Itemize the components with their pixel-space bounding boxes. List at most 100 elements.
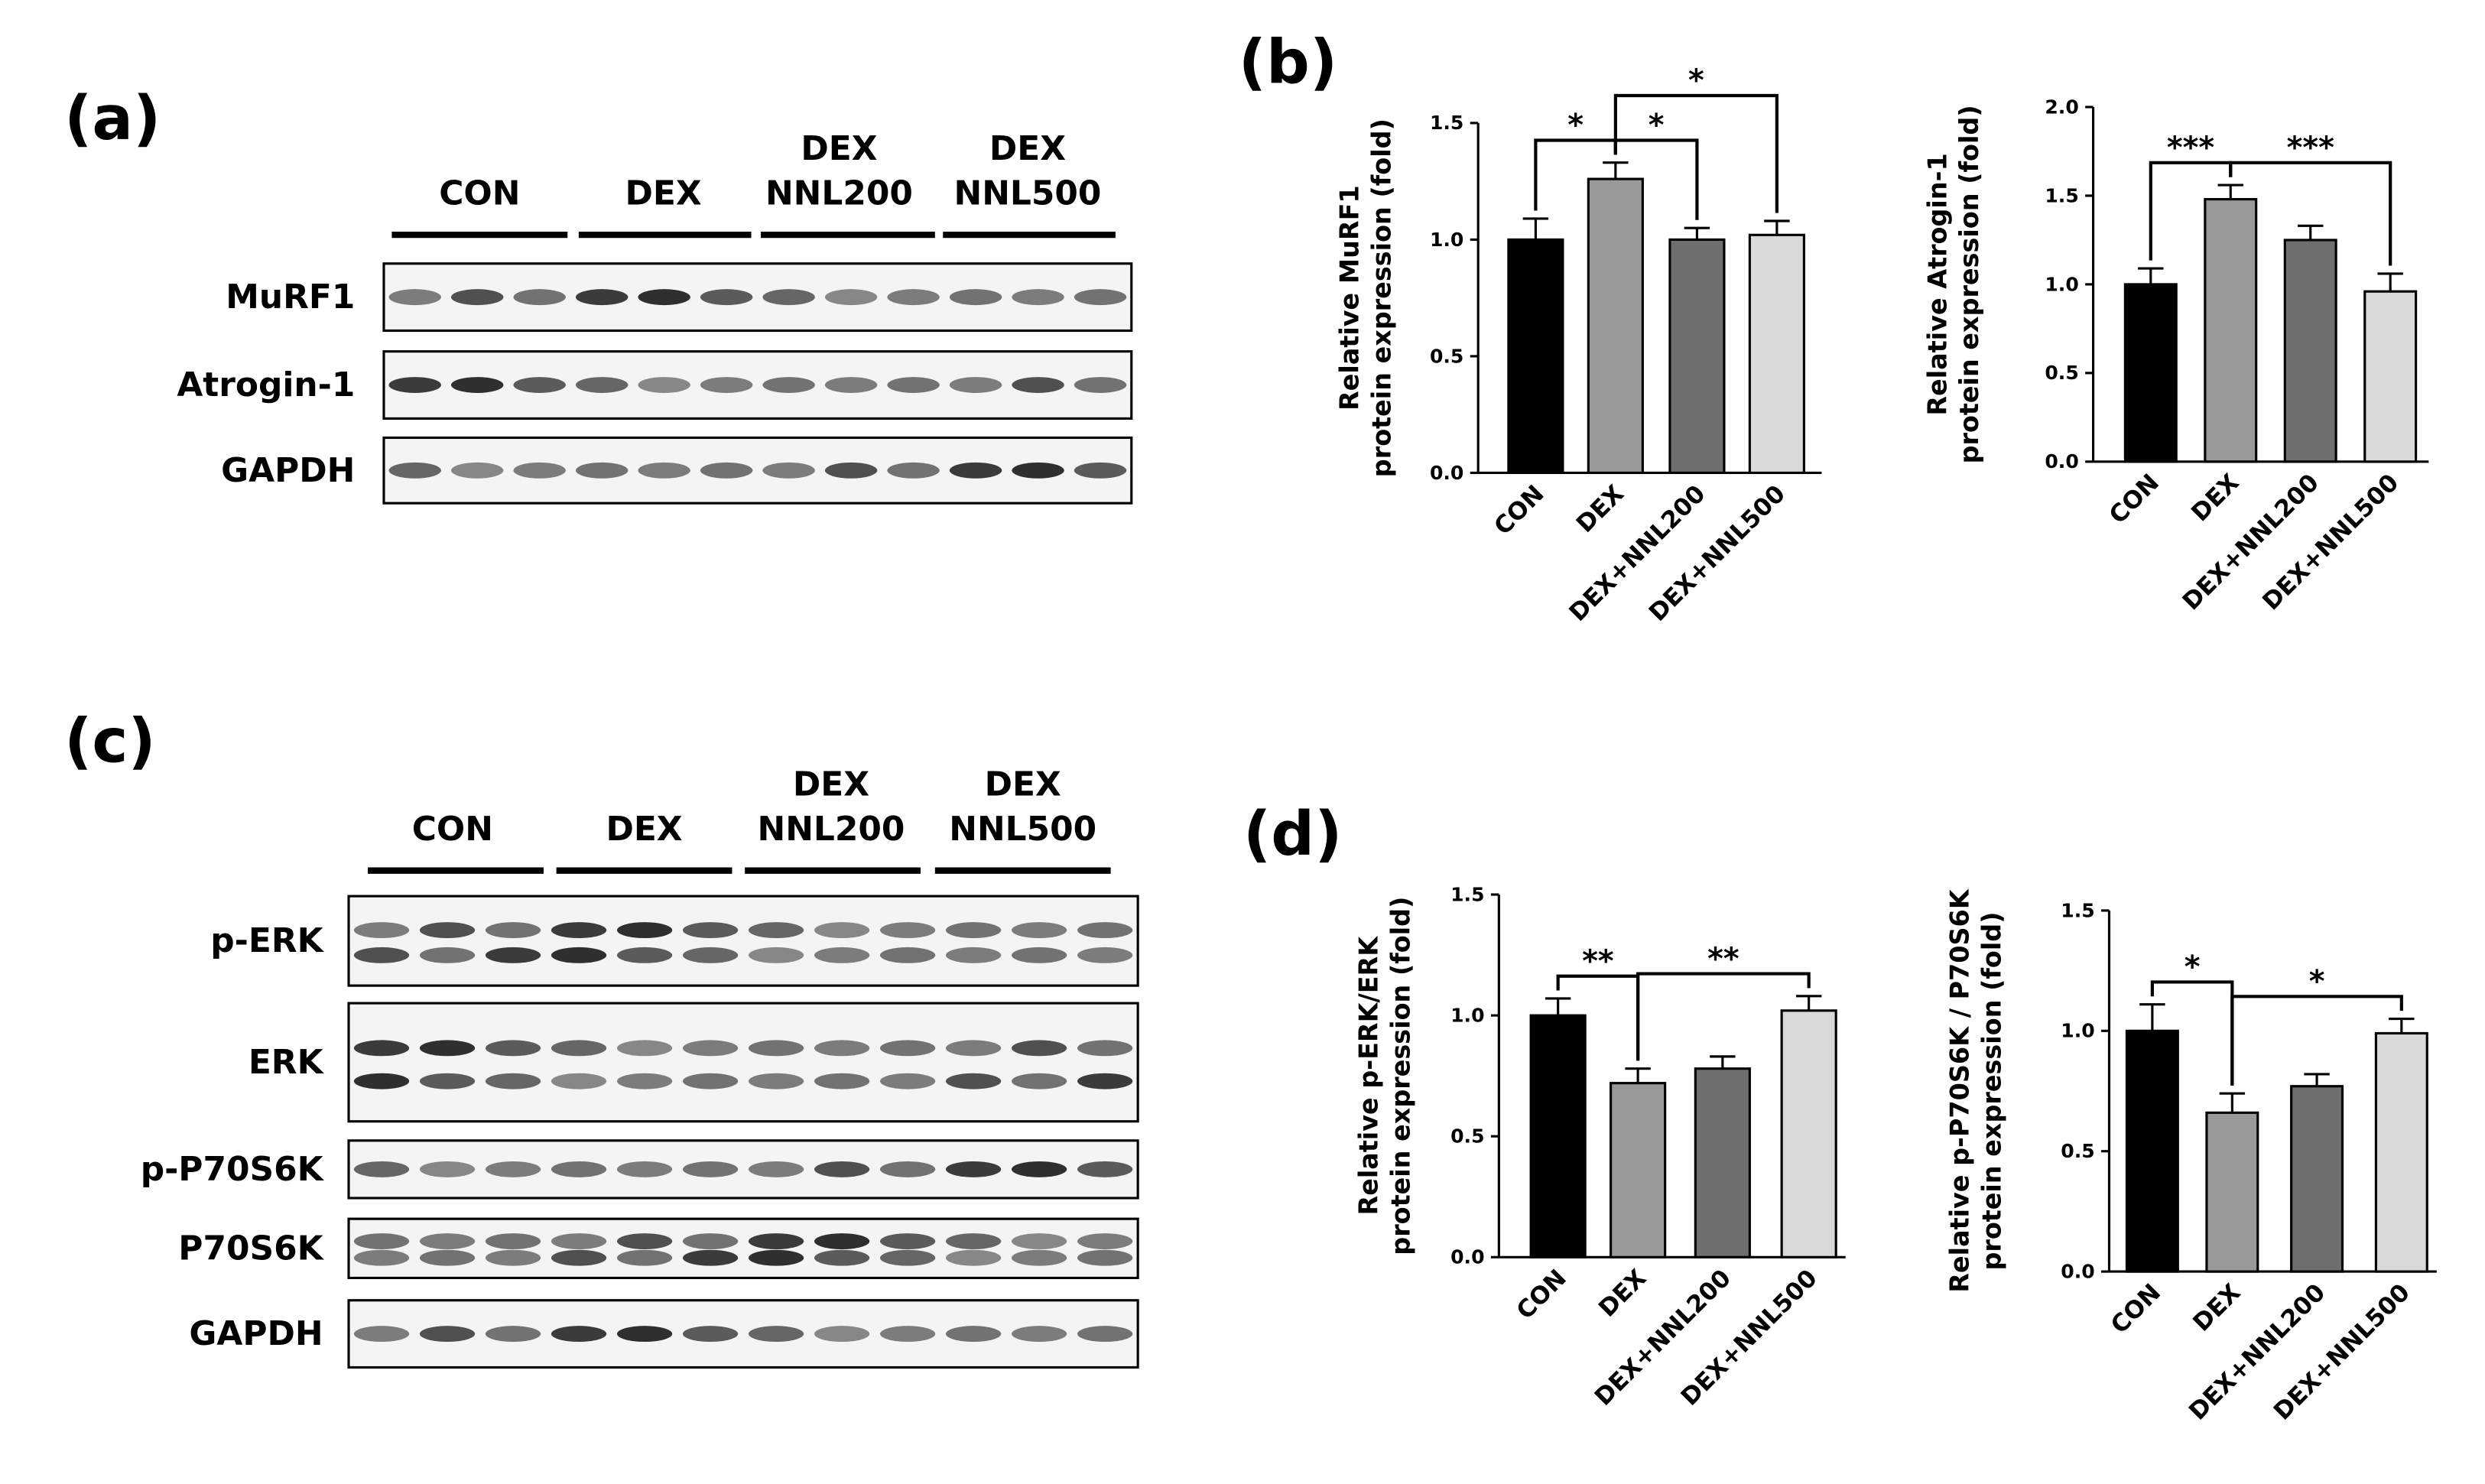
- x-tick-label: CON: [1512, 1265, 1572, 1325]
- blot-band: [1012, 947, 1067, 963]
- blot-band: [353, 947, 410, 963]
- significance-label: *: [1649, 108, 1665, 143]
- blot-band: [887, 377, 940, 393]
- error-bar: [2298, 224, 2324, 240]
- blot-band: [945, 1326, 1002, 1343]
- y-axis-label: Relative MuRF1: [1334, 185, 1364, 411]
- blot-band: [513, 289, 566, 306]
- blot-band: [1012, 1326, 1067, 1343]
- blot-band: [419, 1040, 476, 1057]
- blot-band: [551, 1326, 607, 1343]
- significance-label: **: [1707, 941, 1740, 976]
- blot-band: [879, 1249, 936, 1266]
- blot-band: [419, 922, 476, 939]
- blot-band: [1012, 462, 1064, 479]
- blot-band: [682, 1040, 739, 1057]
- significance-bracket: [1613, 93, 1778, 213]
- significance-bracket: [2230, 995, 2403, 1086]
- blot-band: [353, 1040, 410, 1057]
- bar: [1748, 233, 1805, 475]
- blot-band: [353, 1233, 410, 1249]
- blot-band: [682, 922, 739, 939]
- y-axis-label: protein expression (fold): [1954, 105, 1984, 463]
- blot-band: [1077, 922, 1133, 939]
- blot-frame: [347, 1299, 1139, 1369]
- blot-band: [485, 1073, 541, 1089]
- blot-band: [682, 1326, 739, 1343]
- blot-frame: [382, 262, 1133, 333]
- significance-label: *: [2185, 950, 2201, 985]
- row-label: MuRF1: [226, 278, 355, 317]
- blot-band: [887, 289, 940, 306]
- bar: [2363, 290, 2418, 463]
- blot-band: [682, 1161, 739, 1177]
- blot-band: [879, 1040, 936, 1057]
- error-bar: [2377, 272, 2403, 292]
- row-label: GAPDH: [189, 1314, 323, 1353]
- blot-band: [616, 1161, 673, 1177]
- blot-band: [1077, 1233, 1133, 1249]
- y-tick-label: 1.0: [1450, 1004, 1484, 1026]
- group-label: NNL500: [949, 810, 1096, 849]
- y-axis-label: protein expression (fold): [1977, 911, 2006, 1270]
- blot-band: [945, 1073, 1002, 1089]
- blot-band: [1074, 377, 1127, 393]
- blot-band: [682, 947, 739, 963]
- bar: [2374, 1031, 2428, 1273]
- blot-band: [1012, 289, 1064, 306]
- blot-band: [353, 1073, 410, 1089]
- blot-band: [945, 947, 1002, 963]
- blot-band: [485, 947, 541, 963]
- blot-band: [1012, 1233, 1067, 1249]
- blot-band: [879, 1161, 936, 1177]
- blot-band: [1077, 1073, 1133, 1089]
- blot-band: [1077, 1249, 1133, 1266]
- bar: [2204, 198, 2258, 463]
- y-axis-label: Relative p-P70S6K / P70S6K: [1945, 888, 1975, 1293]
- blot-band: [419, 947, 476, 963]
- x-tick-label: DEX: [1593, 1265, 1652, 1323]
- group-label: DEX: [793, 765, 869, 804]
- blot-frame: [382, 350, 1133, 420]
- panel-label: (d): [1243, 798, 1342, 869]
- blot-band: [485, 1326, 541, 1343]
- significance-label: **: [1582, 943, 1614, 979]
- blot-band: [616, 1249, 673, 1266]
- blot-band: [353, 922, 410, 939]
- blot-band: [762, 289, 815, 306]
- blot-band: [1074, 462, 1127, 479]
- blot-band: [419, 1233, 476, 1249]
- y-tick-label: 0.0: [1450, 1246, 1484, 1268]
- group-label: NNL500: [954, 174, 1102, 213]
- blot-band: [748, 1161, 804, 1177]
- blot-band: [945, 1249, 1002, 1266]
- significance-label: *: [2309, 964, 2325, 999]
- blot-band: [1077, 1040, 1133, 1057]
- blot-band: [419, 1326, 476, 1343]
- bar: [2290, 1085, 2344, 1273]
- y-tick-label: 0.0: [2045, 450, 2078, 472]
- blot-band: [353, 1326, 410, 1343]
- blot-band: [748, 1249, 804, 1266]
- y-tick-label: 1.0: [2045, 273, 2078, 295]
- blot-band: [1012, 377, 1064, 393]
- blot-band: [824, 462, 878, 479]
- blot-band: [748, 1233, 804, 1249]
- bar: [1780, 1009, 1837, 1258]
- y-tick-label: 0.5: [2045, 362, 2078, 384]
- blot-band: [748, 1326, 804, 1343]
- panel-label: (c): [64, 706, 156, 777]
- y-tick-label: 0.5: [1450, 1125, 1484, 1148]
- blot-band: [485, 1161, 541, 1177]
- blot-band: [616, 1073, 673, 1089]
- bar: [2205, 1111, 2259, 1273]
- blot-band: [485, 922, 541, 939]
- group-label: DEX: [989, 129, 1066, 168]
- blot-band: [887, 462, 940, 479]
- blot-band: [949, 462, 1002, 479]
- y-tick-label: 2.0: [2045, 96, 2078, 118]
- blot-frame: [347, 1002, 1139, 1123]
- x-tick-label: CON: [2106, 1279, 2166, 1339]
- error-bar: [2139, 1003, 2165, 1031]
- bar: [1529, 1014, 1587, 1258]
